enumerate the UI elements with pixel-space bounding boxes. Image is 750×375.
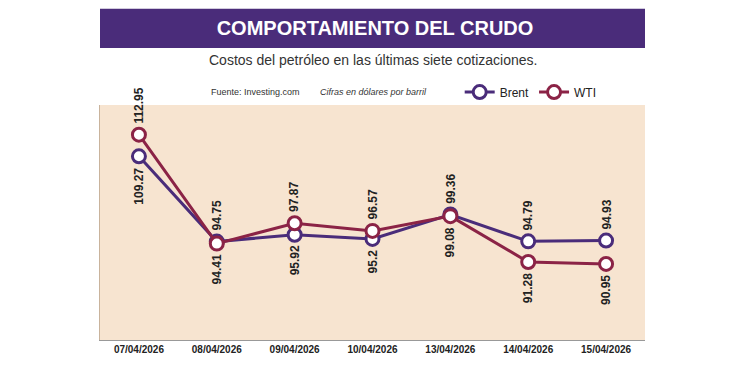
- svg-text:Fuente: Investing.com: Fuente: Investing.com: [211, 87, 300, 97]
- svg-text:WTI: WTI: [574, 86, 596, 100]
- svg-text:08/04/2026: 08/04/2026: [192, 344, 242, 355]
- svg-text:13/04/2026: 13/04/2026: [425, 344, 475, 355]
- svg-text:COMPORTAMIENTO DEL CRUDO: COMPORTAMIENTO DEL CRUDO: [217, 17, 534, 39]
- svg-text:Brent: Brent: [500, 86, 529, 100]
- svg-text:91.28: 91.28: [521, 273, 535, 303]
- svg-text:96.57: 96.57: [366, 189, 380, 219]
- svg-text:09/04/2026: 09/04/2026: [270, 344, 320, 355]
- svg-text:Cifras en dólares por barril: Cifras en dólares por barril: [320, 87, 427, 97]
- svg-text:Costos del petróleo en las últ: Costos del petróleo en las últimas siete…: [209, 52, 537, 68]
- svg-text:10/04/2026: 10/04/2026: [347, 344, 397, 355]
- svg-text:07/04/2026: 07/04/2026: [114, 344, 164, 355]
- svg-text:95.2: 95.2: [366, 250, 380, 274]
- svg-text:94.93: 94.93: [600, 199, 614, 229]
- svg-text:94.41: 94.41: [210, 254, 224, 284]
- svg-text:90.95: 90.95: [599, 275, 613, 305]
- svg-text:15/04/2026: 15/04/2026: [581, 344, 631, 355]
- svg-text:94.75: 94.75: [210, 200, 224, 230]
- svg-text:97.87: 97.87: [287, 182, 301, 212]
- svg-text:99.36: 99.36: [444, 174, 458, 204]
- svg-text:109.27: 109.27: [132, 168, 146, 205]
- svg-text:95.92: 95.92: [288, 245, 302, 275]
- svg-text:112.95: 112.95: [132, 87, 146, 123]
- svg-text:99.08: 99.08: [443, 227, 457, 257]
- svg-text:94.79: 94.79: [521, 200, 535, 230]
- svg-text:14/04/2026: 14/04/2026: [503, 344, 553, 355]
